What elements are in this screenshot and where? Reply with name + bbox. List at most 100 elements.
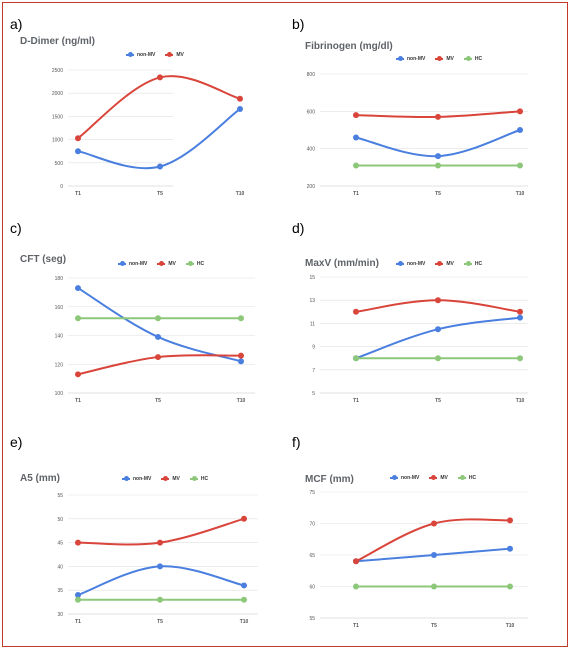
legend-marker: [390, 475, 398, 480]
y-tick-label: 5: [312, 391, 315, 397]
data-point-mv: [75, 371, 81, 378]
panel-label: e): [10, 434, 23, 450]
legend-entry: MV: [157, 261, 176, 267]
data-point-mv: [517, 108, 523, 115]
data-point-mv: [238, 352, 244, 359]
data-point-hc: [75, 596, 81, 603]
x-tick-label: T1: [353, 623, 359, 629]
data-point-mv: [75, 135, 81, 142]
legend-entry: HC: [463, 56, 482, 62]
legend-marker: [396, 261, 404, 266]
data-point-non-mv: [237, 105, 243, 112]
legend-entry: non-MV: [126, 52, 155, 58]
legend-marker: [435, 261, 444, 266]
y-tick-label: 7: [312, 368, 315, 374]
chart-title: Fibrinogen (mg/dl): [305, 41, 393, 52]
y-tick-label: 1500: [52, 114, 63, 120]
y-tick-label: 140: [55, 334, 64, 340]
chart-legend: non-MV MV HC: [118, 261, 204, 267]
legend-label: MV: [176, 52, 184, 58]
chart-2: 100 120 140 160 180 T1 T5 T10: [55, 276, 255, 404]
y-tick-label: 11: [310, 321, 315, 327]
data-point-hc: [75, 315, 81, 322]
data-point-hc: [435, 355, 441, 362]
data-point-mv: [435, 297, 441, 304]
legend-entry: non-MV: [122, 476, 151, 482]
x-tick-label: T5: [157, 191, 163, 197]
legend-label: HC: [468, 475, 477, 481]
chart-4: 30 35 40 45 50 55 T1 T5 T10: [57, 493, 258, 625]
y-tick-label: 55: [57, 493, 63, 499]
legend-label: HC: [474, 261, 483, 267]
data-point-mv: [157, 74, 163, 81]
x-tick-label: T1: [353, 398, 359, 404]
legend-marker: [429, 475, 438, 480]
chart-1: 200 400 600 800 T1 T5 T10: [307, 72, 528, 197]
data-point-mv: [353, 112, 359, 119]
data-point-hc: [353, 162, 359, 169]
legend-label: non-MV: [407, 261, 426, 267]
data-point-non-mv: [157, 563, 163, 570]
legend-label: non-MV: [129, 261, 148, 267]
data-point-mv: [155, 354, 161, 361]
series-line-non-mv: [77, 565, 245, 596]
series-line-non-mv: [77, 108, 241, 170]
data-point-non-mv: [435, 153, 441, 160]
chart-legend: non-MV MV HC: [396, 261, 482, 267]
chart-0: 0 500 1000 1500 2000 2500 T1 T5 T10: [52, 68, 245, 197]
panel-label: c): [10, 220, 22, 236]
legend-label: MV: [446, 261, 454, 267]
data-point-non-mv: [517, 127, 523, 133]
chart-title: MaxV (mm/min): [305, 258, 379, 269]
chart-legend: non-MV MV: [126, 52, 184, 58]
legend-label: non-MV: [407, 56, 426, 62]
y-tick-label: 180: [55, 276, 64, 282]
data-point-non-mv: [155, 333, 161, 340]
y-tick-label: 60: [309, 585, 315, 591]
data-point-non-mv: [507, 545, 513, 552]
legend-marker: [118, 261, 126, 266]
chart-legend: non-MV MV HC: [390, 475, 476, 481]
legend-entry: HC: [463, 261, 483, 267]
x-tick-label: T5: [155, 398, 161, 404]
chart-title: D-Dimer (ng/ml): [20, 36, 95, 47]
chart-5: 55 60 65 70 75 T1 T5 T10: [309, 490, 528, 629]
legend-entry: HC: [457, 475, 477, 481]
data-point-hc: [353, 355, 359, 362]
y-tick-label: 35: [57, 588, 63, 594]
data-point-non-mv: [75, 591, 81, 598]
legend-entry: HC: [185, 261, 205, 267]
y-tick-label: 160: [55, 305, 64, 311]
legend-marker: [435, 56, 444, 61]
x-tick-label: T10: [236, 191, 245, 197]
panel-label: b): [292, 16, 305, 32]
data-point-non-mv: [241, 582, 247, 589]
y-tick-label: 0: [60, 184, 63, 190]
x-tick-label: T1: [353, 191, 359, 197]
legend-marker: [189, 476, 198, 481]
legend-marker: [122, 476, 130, 481]
chart-title: A5 (mm): [20, 473, 61, 484]
chart-legend: non-MV MV HC: [396, 56, 482, 62]
data-point-hc: [435, 162, 441, 169]
legend-entry: MV: [429, 475, 448, 481]
data-point-mv: [517, 308, 523, 315]
legend-label: MV: [440, 475, 448, 481]
data-point-hc: [353, 583, 359, 590]
data-point-mv: [75, 539, 81, 546]
legend-label: non-MV: [137, 52, 156, 58]
x-tick-label: T1: [75, 619, 81, 625]
y-tick-label: 70: [309, 522, 315, 528]
y-tick-label: 500: [55, 161, 64, 167]
legend-entry: MV: [165, 52, 184, 58]
legend-marker: [463, 261, 472, 266]
y-tick-label: 800: [307, 72, 316, 78]
y-tick-label: 1000: [52, 138, 63, 144]
legend-label: MV: [172, 476, 180, 482]
chart-legend: non-MV MV HC: [122, 476, 208, 482]
y-tick-label: 2000: [52, 91, 63, 97]
data-point-hc: [238, 315, 244, 322]
legend-label: HC: [196, 261, 205, 267]
